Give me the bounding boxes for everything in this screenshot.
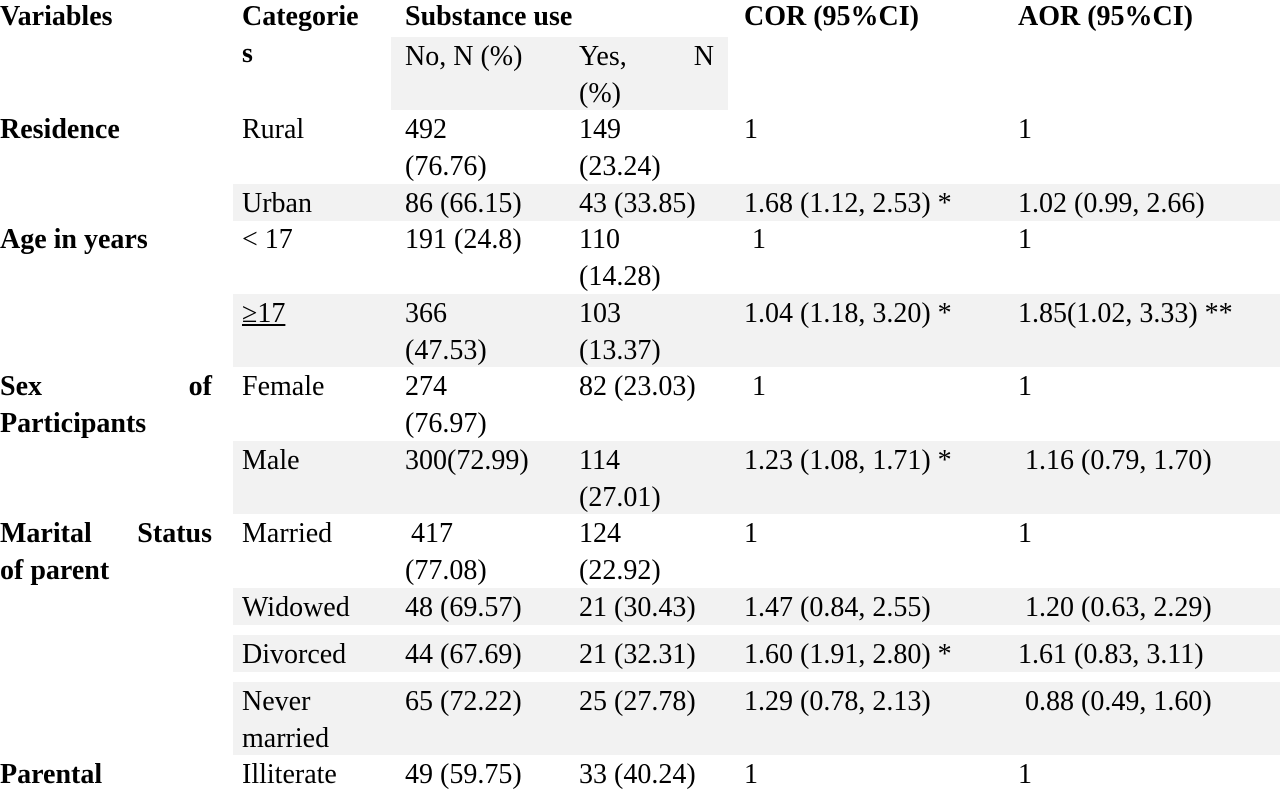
- category-never-married-line1: Never: [242, 686, 311, 717]
- header-substance-use: Substance use: [405, 1, 573, 32]
- header-variables: Variables: [0, 1, 113, 32]
- lt17-yes-line1: 110: [579, 224, 620, 255]
- ge17-aor: 1.85(1.02, 3.33) **: [1018, 298, 1233, 329]
- category-married: Married: [242, 518, 333, 549]
- category-widowed: Widowed: [242, 592, 350, 623]
- variable-sex-word2: of: [188, 371, 212, 402]
- category-never-married-line2: married: [242, 723, 330, 754]
- category-divorced: Divorced: [242, 639, 347, 670]
- divorced-cor: 1.60 (1.91, 2.80) *: [744, 639, 952, 670]
- divorced-yes: 21 (32.31): [579, 639, 696, 670]
- never-married-no: 65 (72.22): [405, 686, 522, 717]
- header-yes-word: Yes,: [579, 41, 627, 72]
- never-married-yes: 25 (27.78): [579, 686, 696, 717]
- male-aor: 1.16 (0.79, 1.70): [1025, 445, 1212, 476]
- category-lt17: < 17: [242, 224, 293, 255]
- male-yes-line1: 114: [579, 445, 620, 476]
- ge17-cor: 1.04 (1.18, 3.20) *: [744, 298, 952, 329]
- category-female: Female: [242, 371, 325, 402]
- female-no-line1: 274: [405, 371, 447, 402]
- female-aor: 1: [1018, 371, 1032, 402]
- row-shade-ge17: [233, 294, 1280, 367]
- variable-age: Age in years: [0, 224, 148, 255]
- widowed-cor: 1.47 (0.84, 2.55): [744, 592, 931, 623]
- urban-no: 86 (66.15): [405, 188, 522, 219]
- urban-cor: 1.68 (1.12, 2.53) *: [744, 188, 952, 219]
- variable-residence: Residence: [0, 114, 120, 145]
- divorced-no: 44 (67.69): [405, 639, 522, 670]
- married-no-line2: (77.08): [405, 555, 487, 586]
- header-yes-n: Yes, N: [579, 38, 714, 75]
- female-no-line2: (76.97): [405, 408, 487, 439]
- rural-yes-line2: (23.24): [579, 151, 661, 182]
- ge17-no-line2: (47.53): [405, 335, 487, 366]
- row-shade-male: [233, 441, 1280, 514]
- illiterate-aor: 1: [1018, 759, 1032, 790]
- header-yes-percent: (%): [579, 78, 621, 109]
- urban-aor: 1.02 (0.99, 2.66): [1018, 188, 1205, 219]
- row-shade-urban: [233, 184, 1280, 221]
- lt17-no: 191 (24.8): [405, 224, 522, 255]
- category-urban: Urban: [242, 188, 312, 219]
- header-cor: COR (95%CI): [744, 1, 919, 32]
- rural-aor: 1: [1018, 114, 1032, 145]
- variable-parental: Parental: [0, 759, 103, 790]
- rural-yes-line1: 149: [579, 114, 621, 145]
- urban-yes: 43 (33.85): [579, 188, 696, 219]
- row-shade-widowed: [233, 588, 1280, 625]
- married-aor: 1: [1018, 518, 1032, 549]
- variable-marital-word1: Marital: [0, 518, 92, 549]
- lt17-aor: 1: [1018, 224, 1032, 255]
- category-rural: Rural: [242, 114, 305, 145]
- header-subcolumns-shade: [391, 37, 728, 110]
- header-categories-line2: s: [242, 38, 253, 69]
- illiterate-no: 49 (59.75): [405, 759, 522, 790]
- header-categories-line1: Categorie: [242, 1, 359, 32]
- ge17-yes-line2: (13.37): [579, 335, 661, 366]
- rural-cor: 1: [744, 114, 758, 145]
- lt17-cor: 1: [752, 224, 766, 255]
- rural-no-line2: (76.76): [405, 151, 487, 182]
- lt17-yes-line2: (14.28): [579, 261, 661, 292]
- never-married-aor: 0.88 (0.49, 1.60): [1025, 686, 1212, 717]
- never-married-cor: 1.29 (0.78, 2.13): [744, 686, 931, 717]
- married-no-line1: 417: [411, 518, 453, 549]
- header-no-n: No, N (%): [405, 41, 523, 72]
- category-illiterate: Illiterate: [242, 759, 337, 790]
- male-yes-line2: (27.01): [579, 482, 661, 513]
- married-yes-line2: (22.92): [579, 555, 661, 586]
- ge17-yes-line1: 103: [579, 298, 621, 329]
- widowed-yes: 21 (30.43): [579, 592, 696, 623]
- ge17-no-line1: 366: [405, 298, 447, 329]
- variable-sex-word1: Sex: [0, 371, 42, 402]
- male-no: 300(72.99): [405, 445, 529, 476]
- illiterate-yes: 33 (40.24): [579, 759, 696, 790]
- female-yes: 82 (23.03): [579, 371, 696, 402]
- married-cor: 1: [744, 518, 758, 549]
- header-aor: AOR (95%CI): [1018, 1, 1193, 32]
- female-cor: 1: [752, 371, 766, 402]
- variable-marital-line1: Marital Status: [0, 515, 212, 552]
- male-cor: 1.23 (1.08, 1.71) *: [744, 445, 952, 476]
- variable-sex-line2: Participants: [0, 408, 147, 439]
- divorced-aor: 1.61 (0.83, 3.11): [1018, 639, 1204, 670]
- illiterate-cor: 1: [744, 759, 758, 790]
- widowed-no: 48 (69.57): [405, 592, 522, 623]
- married-yes-line1: 124: [579, 518, 621, 549]
- variable-marital-line2: of parent: [0, 555, 110, 586]
- row-shade-never-married: [233, 682, 1280, 755]
- widowed-aor: 1.20 (0.63, 2.29): [1025, 592, 1212, 623]
- category-ge17: ≥17: [242, 298, 286, 329]
- rural-no-line1: 492: [405, 114, 447, 145]
- variable-sex-line1: Sex of: [0, 368, 212, 405]
- header-n-word: N: [693, 41, 714, 72]
- variable-marital-word2: Status: [137, 518, 212, 549]
- category-male: Male: [242, 445, 300, 476]
- row-shade-divorced: [233, 635, 1280, 672]
